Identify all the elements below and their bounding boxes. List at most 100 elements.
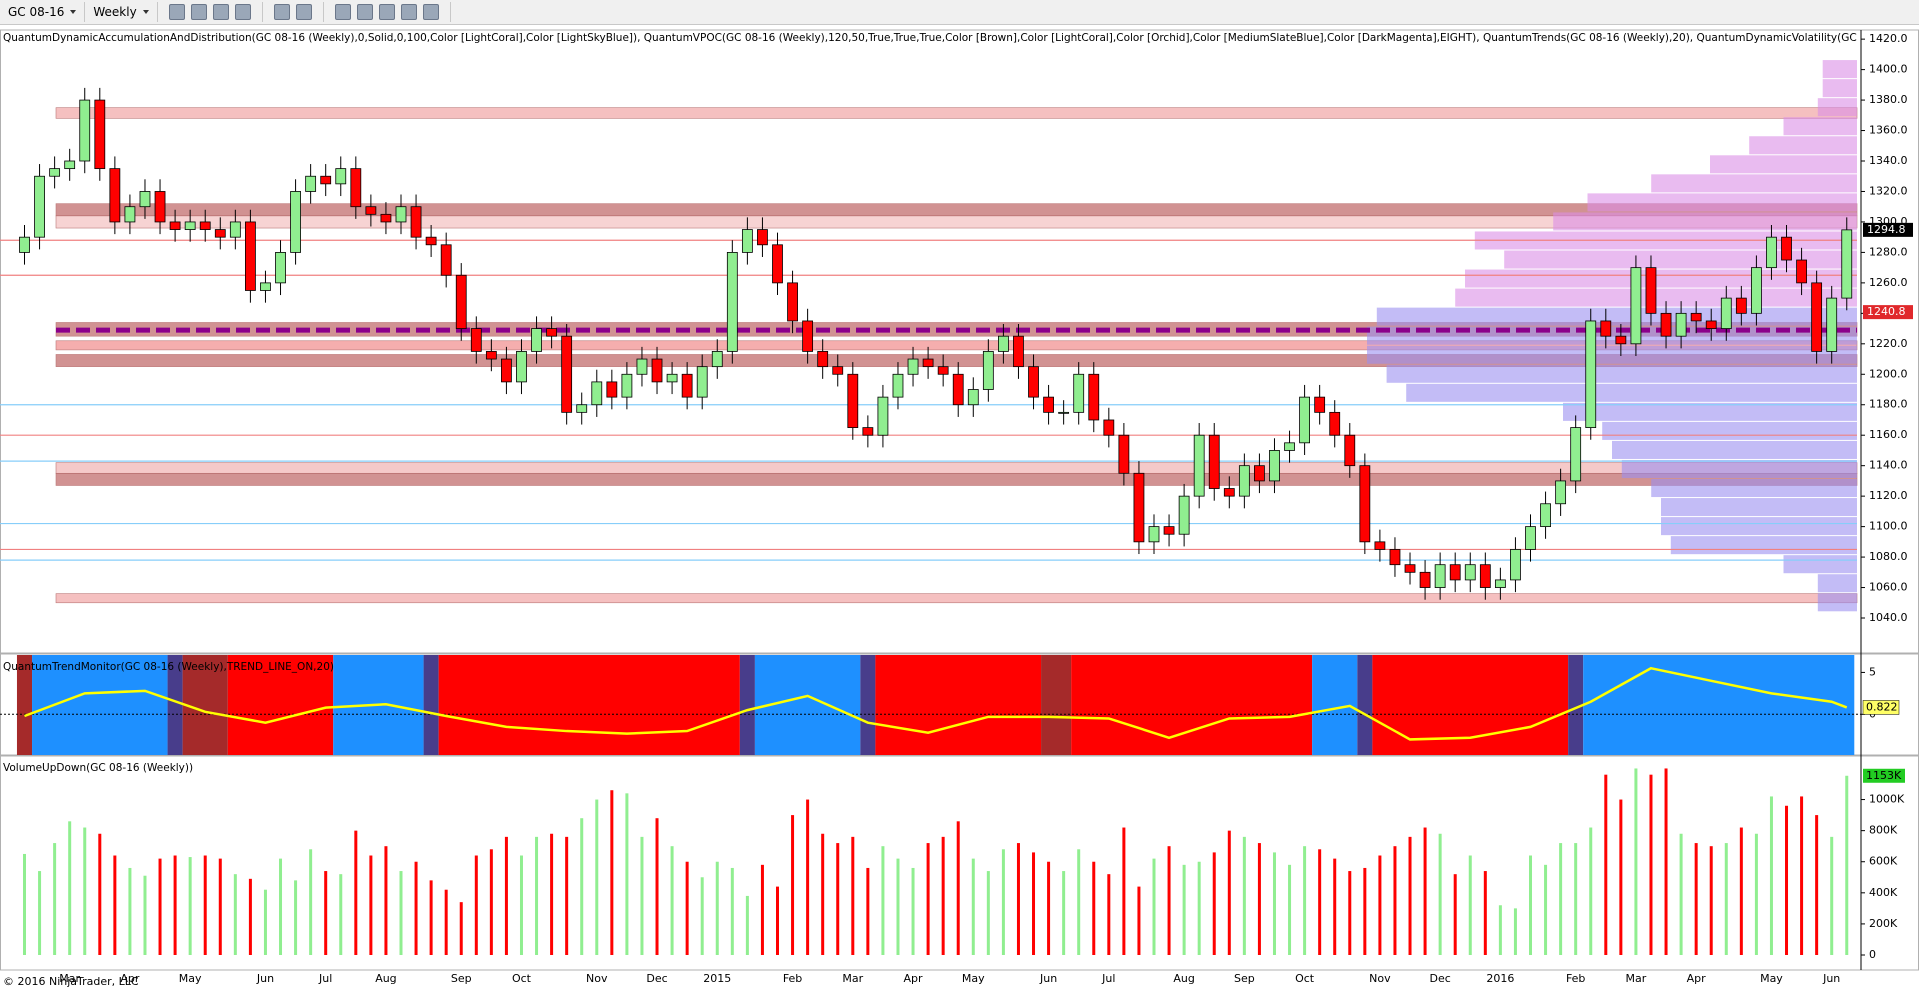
x-tick-label: 2015 bbox=[703, 972, 731, 985]
volume-bar bbox=[595, 799, 599, 955]
y-tick-label: 200K bbox=[1869, 917, 1898, 930]
volume-profile-bar bbox=[1651, 479, 1857, 498]
draw-tool-button[interactable] bbox=[190, 4, 207, 20]
snapshot-button[interactable] bbox=[378, 4, 395, 20]
volume-bar bbox=[354, 830, 358, 955]
volume-bar bbox=[1272, 852, 1276, 955]
volume-bar bbox=[625, 793, 629, 955]
candle-body bbox=[1419, 571, 1431, 588]
volume-bar bbox=[504, 836, 508, 955]
candle-body bbox=[1525, 526, 1536, 550]
candle-body bbox=[199, 221, 211, 230]
x-tick-label: Nov bbox=[586, 972, 608, 985]
volume-profile-bar bbox=[1602, 421, 1857, 440]
y-tick-label: 1040.0 bbox=[1869, 611, 1908, 624]
candle-body bbox=[1359, 465, 1371, 543]
indicator-button[interactable] bbox=[212, 4, 229, 20]
volume-bar bbox=[1423, 827, 1427, 955]
candle-body bbox=[1329, 411, 1341, 436]
volume-bar bbox=[158, 858, 162, 955]
volume-bar bbox=[173, 855, 177, 955]
y-tick-label: 0 bbox=[1869, 948, 1876, 961]
candle-body bbox=[1720, 297, 1732, 329]
properties-button[interactable] bbox=[334, 4, 351, 20]
candle-body bbox=[998, 335, 1009, 352]
candle-body bbox=[982, 351, 994, 390]
candle-body bbox=[1223, 488, 1235, 497]
x-tick-label: Mar bbox=[842, 972, 863, 985]
candle-body bbox=[79, 99, 91, 162]
volume-bar bbox=[1453, 874, 1457, 955]
candle-body bbox=[440, 244, 452, 276]
volume-bar bbox=[1122, 827, 1126, 955]
candle-body bbox=[1826, 297, 1838, 352]
volume-bar bbox=[1242, 836, 1246, 955]
y-tick-label: 1080.0 bbox=[1869, 550, 1908, 563]
candle-body bbox=[862, 427, 874, 436]
volume-bar bbox=[53, 843, 57, 955]
last-value-label: 0.822 bbox=[1866, 700, 1898, 713]
x-tick-label: Mar bbox=[1626, 972, 1647, 985]
volume-bar bbox=[1769, 796, 1773, 955]
volume-bar bbox=[1378, 855, 1382, 955]
candle-body bbox=[561, 335, 573, 413]
volume-profile-bar bbox=[1621, 459, 1857, 479]
volume-profile-bar bbox=[1822, 60, 1857, 79]
volume-bar bbox=[700, 877, 704, 955]
strategy-button[interactable] bbox=[234, 4, 251, 20]
trend-band bbox=[1357, 655, 1373, 755]
zoom-button[interactable] bbox=[295, 4, 312, 20]
candle-body bbox=[1555, 480, 1567, 505]
volume-bar bbox=[730, 867, 734, 955]
volume-bar bbox=[1348, 871, 1352, 955]
volume-profile-bar bbox=[1822, 79, 1857, 98]
list-button[interactable] bbox=[422, 4, 439, 20]
candle-body bbox=[817, 351, 829, 368]
candle-body bbox=[169, 221, 181, 230]
x-tick-label: Oct bbox=[1295, 972, 1315, 985]
volume-bar bbox=[1815, 815, 1819, 955]
x-tick-label: Aug bbox=[375, 972, 396, 985]
candle-body bbox=[94, 99, 106, 170]
pointer-button[interactable] bbox=[273, 4, 290, 20]
candle-body bbox=[305, 175, 317, 192]
volume-profile-bar bbox=[1386, 364, 1857, 383]
volume-bar bbox=[1529, 855, 1532, 955]
volume-bar bbox=[926, 843, 930, 955]
candle-body bbox=[275, 252, 286, 284]
period-selector[interactable]: Weekly bbox=[85, 2, 158, 22]
trend-band bbox=[423, 655, 439, 755]
volume-bar bbox=[188, 857, 192, 955]
candle-body bbox=[1766, 236, 1777, 269]
x-tick-label: Dec bbox=[646, 972, 667, 985]
volume-bar bbox=[1574, 843, 1578, 955]
price-zone bbox=[55, 340, 1858, 351]
volume-bar bbox=[143, 875, 147, 955]
trend-band bbox=[16, 655, 33, 755]
volume-bar bbox=[866, 867, 870, 955]
volume-bar bbox=[1092, 861, 1096, 955]
last-volume-label: 1153K bbox=[1866, 769, 1902, 782]
toolbar: GC 08-16 Weekly bbox=[0, 0, 1919, 25]
candle-body bbox=[290, 191, 301, 253]
volume-profile-bar bbox=[1670, 536, 1857, 555]
volume-bar bbox=[1197, 861, 1201, 955]
y-tick-label: 1320.0 bbox=[1869, 184, 1908, 197]
instrument-selector[interactable]: GC 08-16 bbox=[0, 2, 86, 22]
candle-body bbox=[1751, 267, 1762, 314]
volume-bar bbox=[459, 902, 463, 955]
x-tick-label: Feb bbox=[1566, 972, 1585, 985]
candle-body bbox=[1494, 579, 1506, 588]
volume-profile-bar bbox=[1661, 498, 1857, 517]
share-button[interactable] bbox=[400, 4, 417, 20]
chart-style-button[interactable] bbox=[168, 4, 185, 20]
volume-bar bbox=[1408, 836, 1412, 955]
volume-bar bbox=[1845, 775, 1849, 955]
candle-body bbox=[636, 358, 648, 375]
volume-bar bbox=[1754, 833, 1758, 955]
volume-bar bbox=[1800, 796, 1804, 955]
volume-bar bbox=[218, 858, 222, 955]
y-tick-label: 1180.0 bbox=[1869, 398, 1908, 411]
volume-bar bbox=[1619, 799, 1623, 955]
data-box-button[interactable] bbox=[356, 4, 373, 20]
